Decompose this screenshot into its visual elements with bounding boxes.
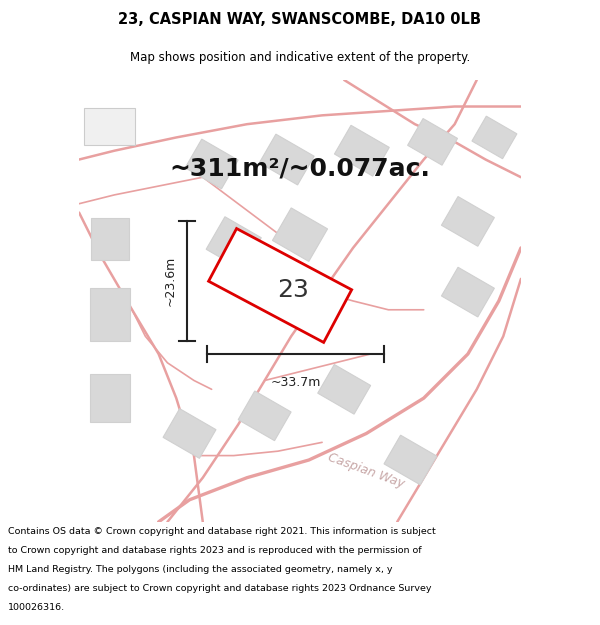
Polygon shape [91,218,129,260]
Polygon shape [407,119,458,165]
Polygon shape [163,409,216,458]
Polygon shape [206,217,261,270]
Text: ~311m²/~0.077ac.: ~311m²/~0.077ac. [170,156,430,181]
Text: 23, CASPIAN WAY, SWANSCOMBE, DA10 0LB: 23, CASPIAN WAY, SWANSCOMBE, DA10 0LB [119,12,482,28]
Polygon shape [84,107,134,145]
Text: ~23.6m: ~23.6m [163,256,176,306]
Text: HM Land Registry. The polygons (including the associated geometry, namely x, y: HM Land Registry. The polygons (includin… [8,565,392,574]
Polygon shape [238,391,291,441]
Polygon shape [209,229,352,342]
Text: to Crown copyright and database rights 2023 and is reproduced with the permissio: to Crown copyright and database rights 2… [8,546,421,555]
Polygon shape [334,125,389,176]
Polygon shape [259,134,314,185]
Text: co-ordinates) are subject to Crown copyright and database rights 2023 Ordnance S: co-ordinates) are subject to Crown copyr… [8,584,431,593]
Polygon shape [318,364,371,414]
Text: Contains OS data © Crown copyright and database right 2021. This information is : Contains OS data © Crown copyright and d… [8,527,436,536]
Polygon shape [185,139,238,189]
Polygon shape [442,268,494,317]
Polygon shape [384,435,437,485]
Polygon shape [90,374,130,423]
Text: 23: 23 [277,278,310,302]
Text: Map shows position and indicative extent of the property.: Map shows position and indicative extent… [130,51,470,64]
Text: Caspian Way: Caspian Way [326,451,406,491]
Polygon shape [442,196,494,246]
Polygon shape [90,288,130,341]
Text: 100026316.: 100026316. [8,603,65,612]
Polygon shape [272,208,328,261]
Polygon shape [472,116,517,159]
Text: ~33.7m: ~33.7m [271,376,321,389]
